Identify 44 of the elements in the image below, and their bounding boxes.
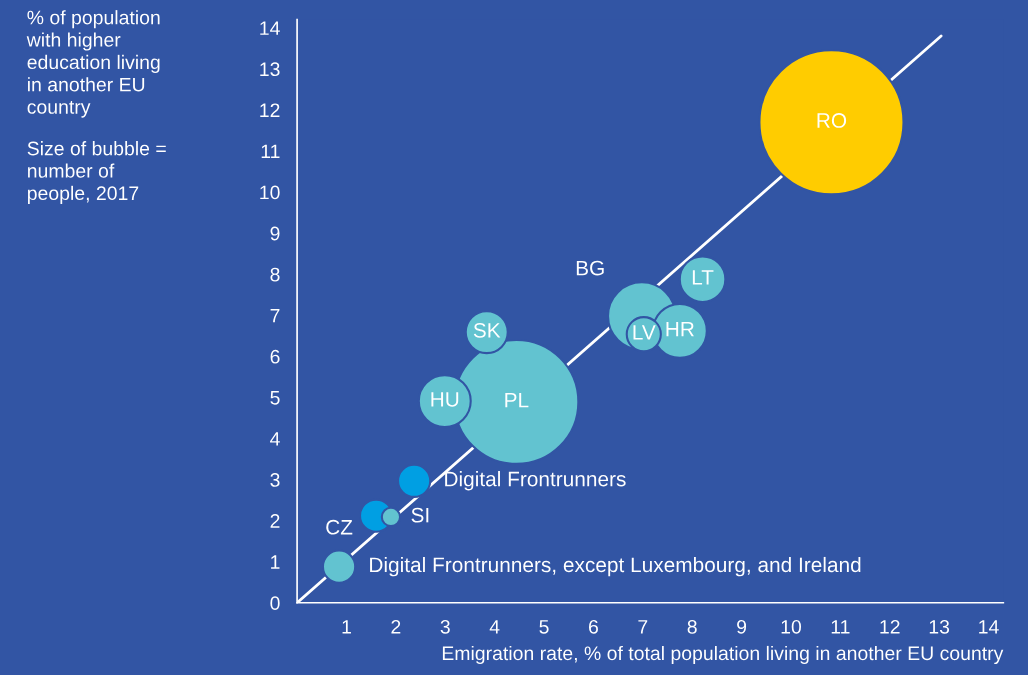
annotation: HR <box>666 321 694 337</box>
x-tick-label: 14 <box>979 620 999 634</box>
x-tick-label: 10 <box>781 619 802 634</box>
y-tick-label: 0 <box>270 596 280 611</box>
y-tick-label: 7 <box>270 308 280 323</box>
y-tick-label: 12 <box>260 103 280 117</box>
x-tick-label: 2 <box>391 619 401 634</box>
y-tick-label: 3 <box>270 473 280 487</box>
x-tick-label: 11 <box>831 620 850 634</box>
annotation: SI <box>411 507 429 523</box>
y-tick-label: 2 <box>270 514 280 528</box>
text: % of population with higher education living in another EU country <box>26 10 160 118</box>
annotation: LV <box>633 325 656 340</box>
text: Size of bubble = number of people, 2017 <box>27 141 166 204</box>
annotation: BG <box>576 260 604 276</box>
annotation: CZ <box>326 519 353 535</box>
x-tick-label: 4 <box>489 620 500 634</box>
annotation: PL <box>505 393 529 408</box>
x-tick-label: 9 <box>737 619 747 634</box>
y-tick-label: 5 <box>270 391 280 405</box>
annotation: LT <box>692 270 714 285</box>
y-tick-label: 10 <box>260 185 280 200</box>
y-tick-label: 9 <box>270 226 280 241</box>
x-tick-label: 7 <box>638 620 648 634</box>
x-tick-label: 12 <box>880 619 900 634</box>
x-tick-label: 13 <box>929 619 950 634</box>
annotation: RO <box>817 113 847 128</box>
x-tick-label: 1 <box>342 620 351 634</box>
y-tick-label: 6 <box>270 349 280 364</box>
y-tick-label: 4 <box>270 432 280 446</box>
annotation: SK <box>473 322 501 338</box>
y-tick-label: 13 <box>260 62 280 77</box>
y-tick-label: 14 <box>260 21 280 35</box>
annotation: Digital Frontrunners, except Luxembourg, and Ireland <box>370 556 861 577</box>
annotation: HU <box>431 392 459 407</box>
y-tick-label: 8 <box>270 267 280 282</box>
x-tick-label: 8 <box>687 619 697 634</box>
y-tick-label: 11 <box>261 144 280 159</box>
x-tick-label: 5 <box>539 620 549 634</box>
y-tick-label: 1 <box>271 555 280 569</box>
annotation: Digital Frontrunners <box>445 471 626 491</box>
x-axis-title: Emigration rate, % of total population living in another EU country <box>442 645 1004 665</box>
x-tick-label: 6 <box>589 619 598 634</box>
x-tick-label: 3 <box>440 619 450 634</box>
